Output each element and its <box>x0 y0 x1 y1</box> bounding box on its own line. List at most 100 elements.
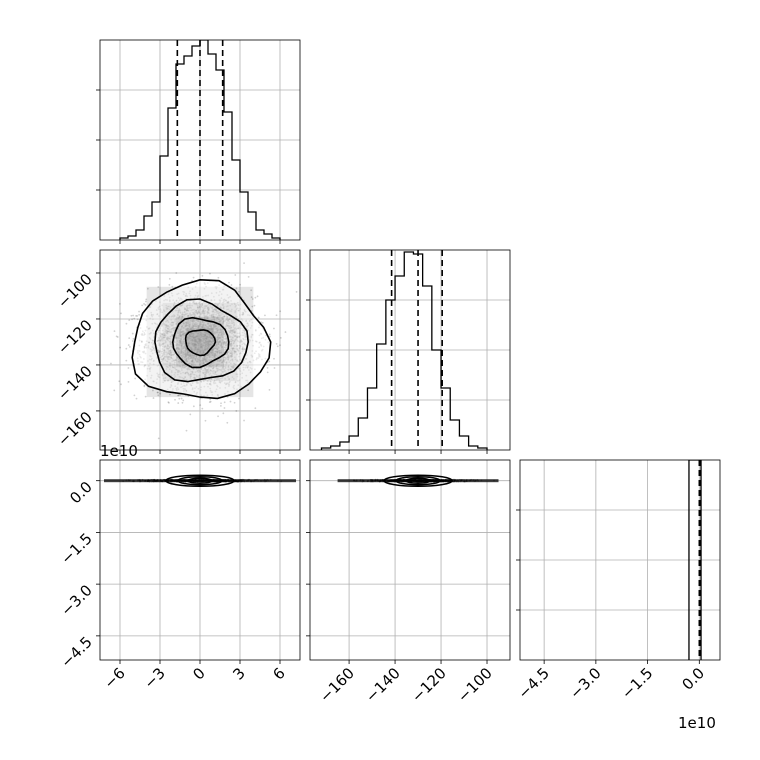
density-band <box>104 479 296 483</box>
scatter-point <box>268 360 271 363</box>
scatter-point <box>152 397 155 399</box>
scatter-point <box>168 277 171 280</box>
scatter-point <box>130 314 133 317</box>
scatter-point <box>253 304 256 307</box>
scatter-point <box>185 429 188 432</box>
scatter-point <box>217 415 219 418</box>
histogram-step <box>320 251 488 450</box>
scatter-point <box>118 302 121 305</box>
panel-frame <box>309 249 511 451</box>
scatter-point <box>138 310 140 313</box>
scatter-point <box>169 393 171 396</box>
scatter-point <box>192 405 195 408</box>
scatter-point <box>177 394 180 397</box>
scatter-point <box>209 400 212 403</box>
scatter-point <box>177 394 179 397</box>
scatter-point <box>135 397 138 400</box>
scatter-point <box>237 290 240 293</box>
scatter-point <box>127 344 130 346</box>
panel-plot-area <box>100 40 300 240</box>
scatter-point <box>230 284 233 286</box>
scatter-point <box>275 314 278 317</box>
scatter-point <box>204 419 207 422</box>
scatter-point <box>273 357 275 360</box>
scatter-point <box>168 283 171 286</box>
scatter-point <box>191 279 193 282</box>
scatter-point <box>276 345 279 348</box>
scatter-point <box>179 394 181 397</box>
scatter-point <box>168 401 170 404</box>
panel-scatter_xy <box>96 249 301 454</box>
panel-plot-area <box>100 460 300 660</box>
scatter-point <box>243 262 245 265</box>
scatter-point <box>268 335 271 338</box>
scatter-point <box>145 300 147 303</box>
scatter-point <box>201 274 204 277</box>
scatter-point <box>268 333 271 336</box>
scatter-point <box>234 274 237 276</box>
scatter-point <box>247 275 250 278</box>
scatter-point <box>219 404 222 407</box>
scatter-point <box>133 317 136 320</box>
scatter-point <box>275 342 278 345</box>
scatter-point <box>273 367 276 369</box>
scatter-point <box>159 392 162 395</box>
scatter-point <box>125 322 128 325</box>
scatter-point <box>250 296 253 299</box>
panel-frame <box>99 249 301 451</box>
scatter-point <box>125 359 128 362</box>
scatter-point <box>171 285 174 288</box>
scatter-point <box>264 314 266 317</box>
scatter-point <box>133 394 136 397</box>
scatter-point <box>233 401 236 404</box>
panel-plot-area <box>100 250 300 450</box>
scatter-point <box>135 315 137 317</box>
scatter-point <box>144 304 147 306</box>
scatter-point <box>138 314 141 316</box>
scatter-point <box>243 419 245 422</box>
scatter-point <box>223 407 226 409</box>
scatter-point <box>127 367 130 369</box>
scatter-point <box>146 287 149 290</box>
scatter-point <box>222 412 225 415</box>
panel-hist_x <box>96 39 301 244</box>
scatter-point <box>120 383 122 386</box>
scatter-point <box>131 318 133 321</box>
scatter-point <box>174 398 176 401</box>
scatter-point <box>125 347 128 350</box>
scatter-point <box>143 384 146 387</box>
scatter-point <box>209 272 211 275</box>
contour-line <box>165 474 235 487</box>
scatter-point <box>228 281 230 284</box>
scatter-point <box>177 402 180 404</box>
scatter-point <box>279 344 281 347</box>
scatter-point <box>128 337 131 340</box>
scatter-point <box>141 304 144 307</box>
scatter-point <box>251 298 254 300</box>
scatter-point <box>136 318 139 321</box>
scatter-point <box>260 321 262 323</box>
scatter-point <box>268 388 271 391</box>
scatter-point <box>143 385 146 388</box>
scatter-point <box>261 322 264 324</box>
scatter-point <box>131 340 134 342</box>
scatter-point <box>132 314 135 317</box>
scatter-point <box>136 315 139 317</box>
scatter-point <box>145 298 148 301</box>
panel-plot-area <box>310 460 510 660</box>
scatter-point <box>132 338 135 340</box>
scatter-point <box>239 283 242 286</box>
scatter-point <box>152 389 154 392</box>
scatter-point <box>266 367 269 369</box>
scatter-point <box>217 276 220 279</box>
scatter-point <box>247 389 250 392</box>
scatter-point <box>180 397 183 400</box>
scatter-point <box>256 295 259 298</box>
scatter-point <box>238 397 240 400</box>
scatter-point <box>209 398 212 401</box>
scatter-point <box>266 371 269 374</box>
scatter-point <box>157 391 159 394</box>
scatter-point <box>175 272 178 274</box>
